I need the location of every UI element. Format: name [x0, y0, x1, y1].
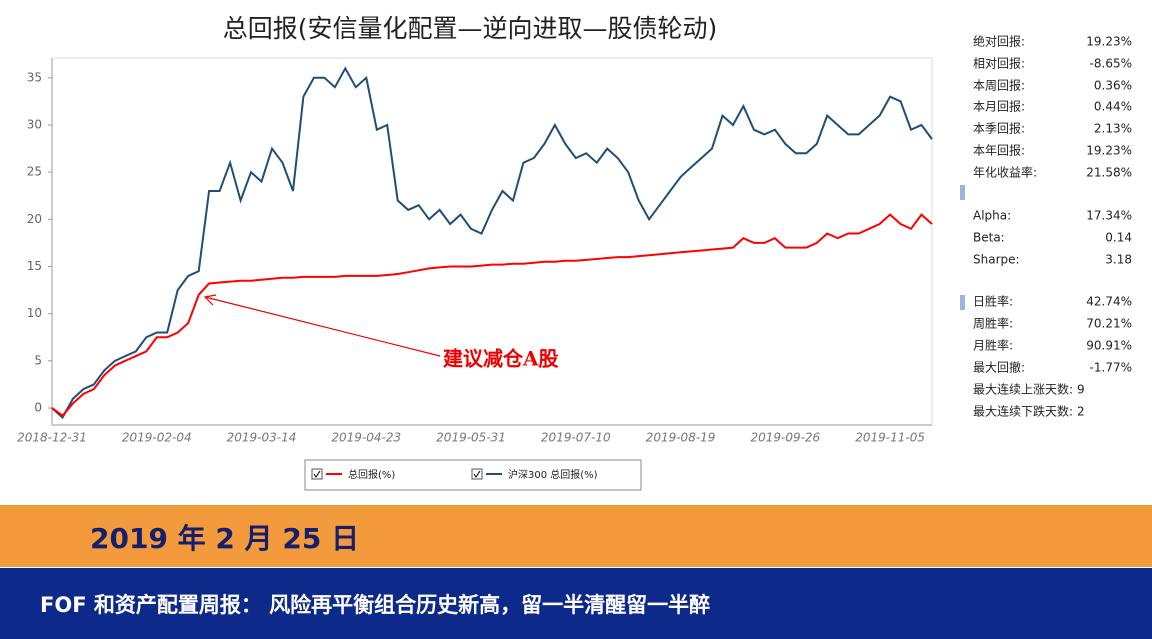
legend-label: 总回报(%) [348, 468, 395, 481]
stat-value: 19.23% [1086, 35, 1132, 49]
stat-value: 19.23% [1086, 144, 1132, 158]
legend-label: 沪深300 总回报(%) [508, 468, 598, 481]
x-tick-label: 2019-08-19 [646, 431, 716, 445]
stat-value: 0.36% [1094, 79, 1132, 93]
y-tick-label: 25 [27, 165, 42, 179]
annotation-arrow [204, 296, 441, 357]
x-tick-label: 2019-02-04 [122, 431, 192, 445]
stat-value: 90.91% [1086, 339, 1132, 353]
x-tick-label: 2019-03-14 [227, 431, 297, 445]
y-tick-label: 30 [27, 117, 42, 131]
x-tick-label: 2019-05-31 [436, 431, 506, 445]
y-tick-label: 35 [27, 70, 42, 84]
stat-value: 2.13% [1094, 122, 1132, 136]
stat-label: 本周回报: [973, 78, 1025, 93]
legend-checkbox [311, 468, 323, 480]
series-line [51, 213, 933, 417]
annotation-arrowhead [203, 294, 217, 306]
legend-check [473, 470, 481, 478]
x-tick-label: 2019-11-05 [855, 431, 925, 445]
stat-value: 70.21% [1086, 317, 1132, 331]
x-tick-label: 2019-09-26 [750, 431, 820, 445]
stat-label: 最大连续下跌天数: [973, 404, 1073, 419]
stat-label: Alpha: [973, 209, 1011, 223]
stat-label: 本月回报: [973, 99, 1025, 114]
y-tick-label: 15 [27, 259, 42, 273]
annotation: 建议减仓A股 [443, 347, 559, 371]
x-tick-label: 2018-12-31 [17, 431, 87, 445]
stat-label: 相对回报: [973, 56, 1025, 71]
stat-label: 最大回撤: [973, 360, 1025, 375]
y-tick-label: 10 [27, 306, 42, 320]
stat-label: 最大连续上涨天数: [973, 382, 1073, 397]
x-tick-label: 2019-04-23 [331, 431, 401, 445]
stat-label: 本季回报: [973, 121, 1025, 136]
chart-title: 总回报(安信量化配置—逆向进取—股债轮动) [223, 14, 718, 43]
stat-label: Beta: [973, 231, 1005, 245]
stat-value: 42.74% [1086, 295, 1132, 309]
stat-value: 0.14 [1105, 231, 1132, 245]
stat-value: -1.77% [1090, 361, 1132, 375]
stat-label: 绝对回报: [973, 34, 1025, 49]
stat-value: 17.34% [1086, 209, 1132, 223]
x-tick-label: 2019-07-10 [541, 431, 611, 445]
date-band [0, 505, 1152, 567]
headline: FOF 和资产配置周报： 风险再平衡组合历史新高，留一半清醒留一半醉 [40, 593, 710, 617]
legend-check [313, 470, 321, 478]
y-tick-label: 0 [34, 401, 42, 415]
divider [960, 295, 965, 310]
y-tick-label: 5 [34, 353, 42, 367]
stat-label: 年化收益率: [973, 165, 1037, 180]
stat-value: -8.65% [1090, 57, 1132, 71]
stat-label: 月胜率: [973, 338, 1013, 353]
stat-value: 9 [1077, 383, 1085, 397]
stat-label: Sharpe: [973, 253, 1020, 267]
stat-label: 本年回报: [973, 143, 1025, 158]
headline-band [0, 568, 1152, 639]
report-date: 2019 年 2 月 25 日 [90, 522, 359, 555]
stat-value: 3.18 [1105, 253, 1132, 267]
stat-value: 2 [1077, 405, 1085, 419]
divider [960, 185, 965, 200]
stat-label: 周胜率: [973, 316, 1013, 331]
legend-checkbox [471, 468, 483, 480]
y-tick-label: 20 [27, 212, 42, 226]
stat-label: 日胜率: [973, 294, 1013, 309]
stat-value: 0.44% [1094, 100, 1132, 114]
stat-value: 21.58% [1086, 166, 1132, 180]
series-line [51, 66, 933, 420]
